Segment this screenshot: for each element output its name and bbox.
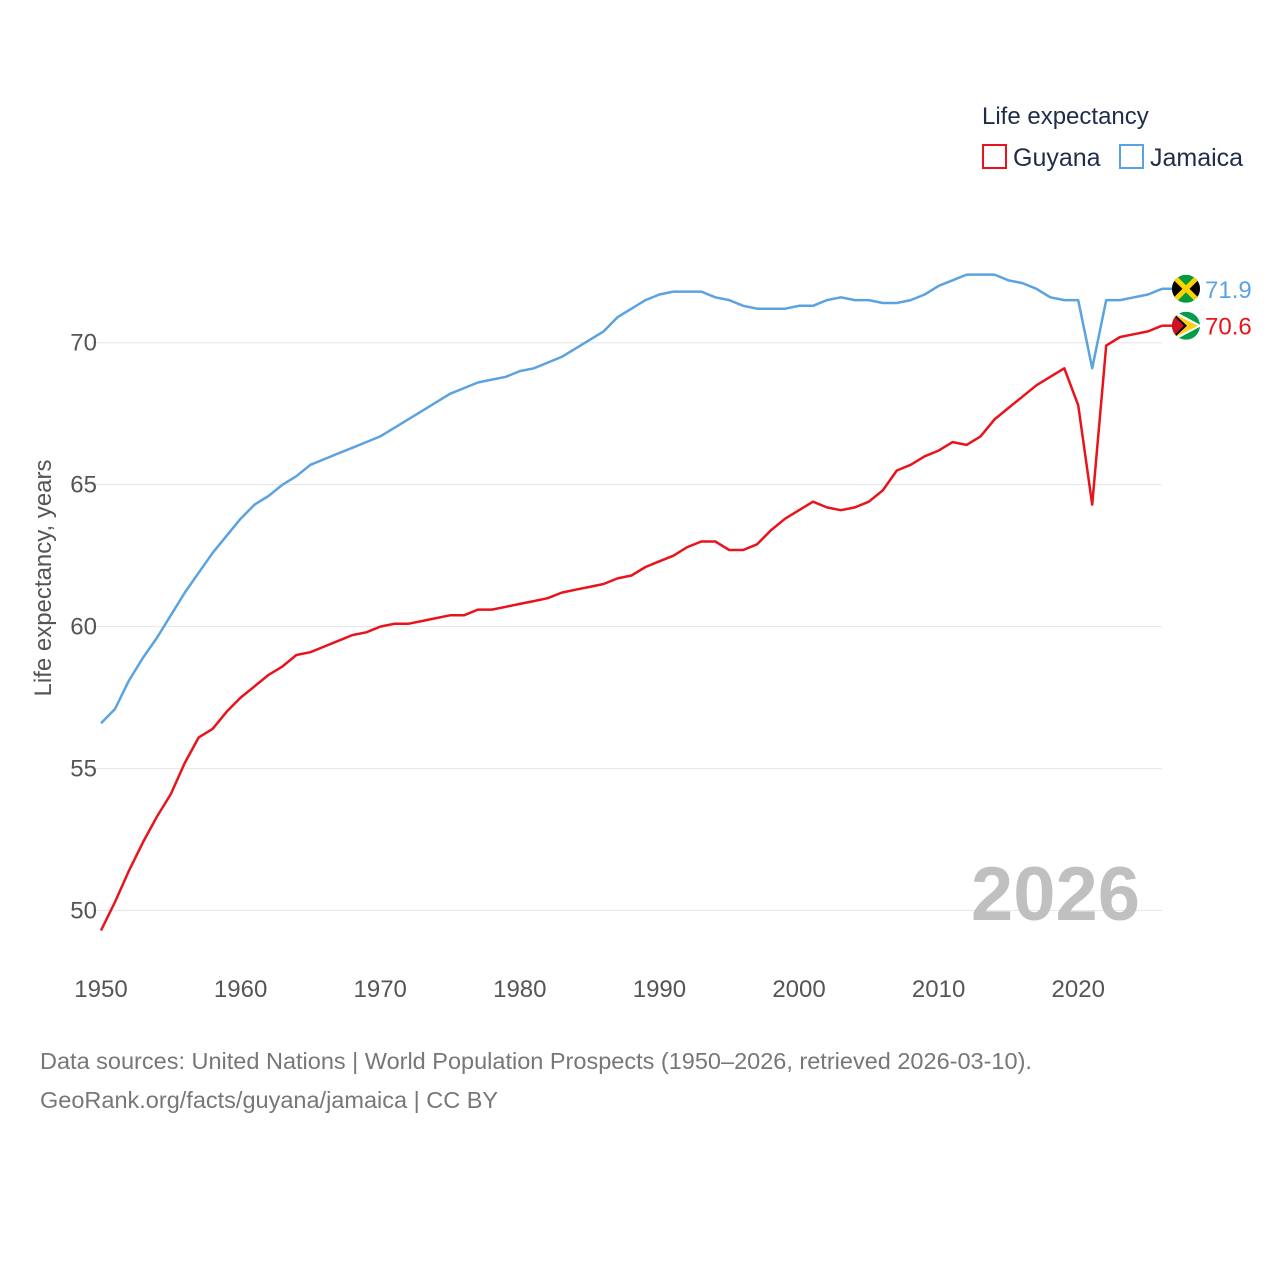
x-tick-label: 2020 xyxy=(1052,976,1105,1003)
y-tick-label: 70 xyxy=(70,330,97,357)
footer: Data sources: United Nations | World Pop… xyxy=(40,1042,1032,1120)
y-tick-label: 60 xyxy=(70,614,97,641)
end-value-jamaica: 71.9 xyxy=(1205,277,1252,304)
guyana-flag-icon xyxy=(1172,311,1200,340)
legend: Life expectancy Guyana Jamaica xyxy=(982,103,1243,172)
x-axis-ticks: 1950 1960 1970 1980 1990 2000 2010 2020 xyxy=(74,976,1105,1003)
x-tick-label: 1980 xyxy=(493,976,546,1003)
series-line-guyana xyxy=(99,324,1163,931)
line-chart: 50 55 60 65 70 1950 1960 1970 1980 1990 2000 2010 2… xyxy=(30,103,1252,1003)
grid-lines xyxy=(92,342,1162,912)
jamaica-flag-icon xyxy=(1172,274,1200,303)
y-tick-label: 50 xyxy=(70,898,97,925)
y-tick-label: 55 xyxy=(70,756,97,783)
x-tick-label: 1950 xyxy=(74,976,127,1003)
y-axis-label: Life expectancy, years xyxy=(30,459,57,696)
legend-label-guyana: Guyana xyxy=(1013,144,1101,172)
footer-sources: Data sources: United Nations | World Pop… xyxy=(40,1048,1032,1074)
x-tick-label: 1970 xyxy=(354,976,407,1003)
x-tick-label: 2010 xyxy=(912,976,965,1003)
y-axis-ticks: 50 55 60 65 70 xyxy=(70,330,97,925)
legend-swatch-jamaica xyxy=(1119,144,1144,169)
footer-link: GeoRank.org/facts/guyana/jamaica | CC BY xyxy=(40,1087,499,1113)
y-tick-label: 65 xyxy=(70,472,97,499)
series-line-jamaica xyxy=(100,273,1163,725)
legend-title: Life expectancy xyxy=(982,103,1149,130)
x-tick-label: 2000 xyxy=(772,976,825,1003)
end-markers: 70.6 71.9 xyxy=(1162,274,1252,341)
legend-swatch-guyana xyxy=(982,144,1007,169)
end-value-guyana: 70.6 xyxy=(1205,314,1252,341)
year-label: 2026 xyxy=(971,852,1140,937)
x-tick-label: 1960 xyxy=(214,976,267,1003)
x-tick-label: 1990 xyxy=(633,976,686,1003)
series-lines xyxy=(99,273,1163,931)
legend-label-jamaica: Jamaica xyxy=(1150,144,1243,172)
